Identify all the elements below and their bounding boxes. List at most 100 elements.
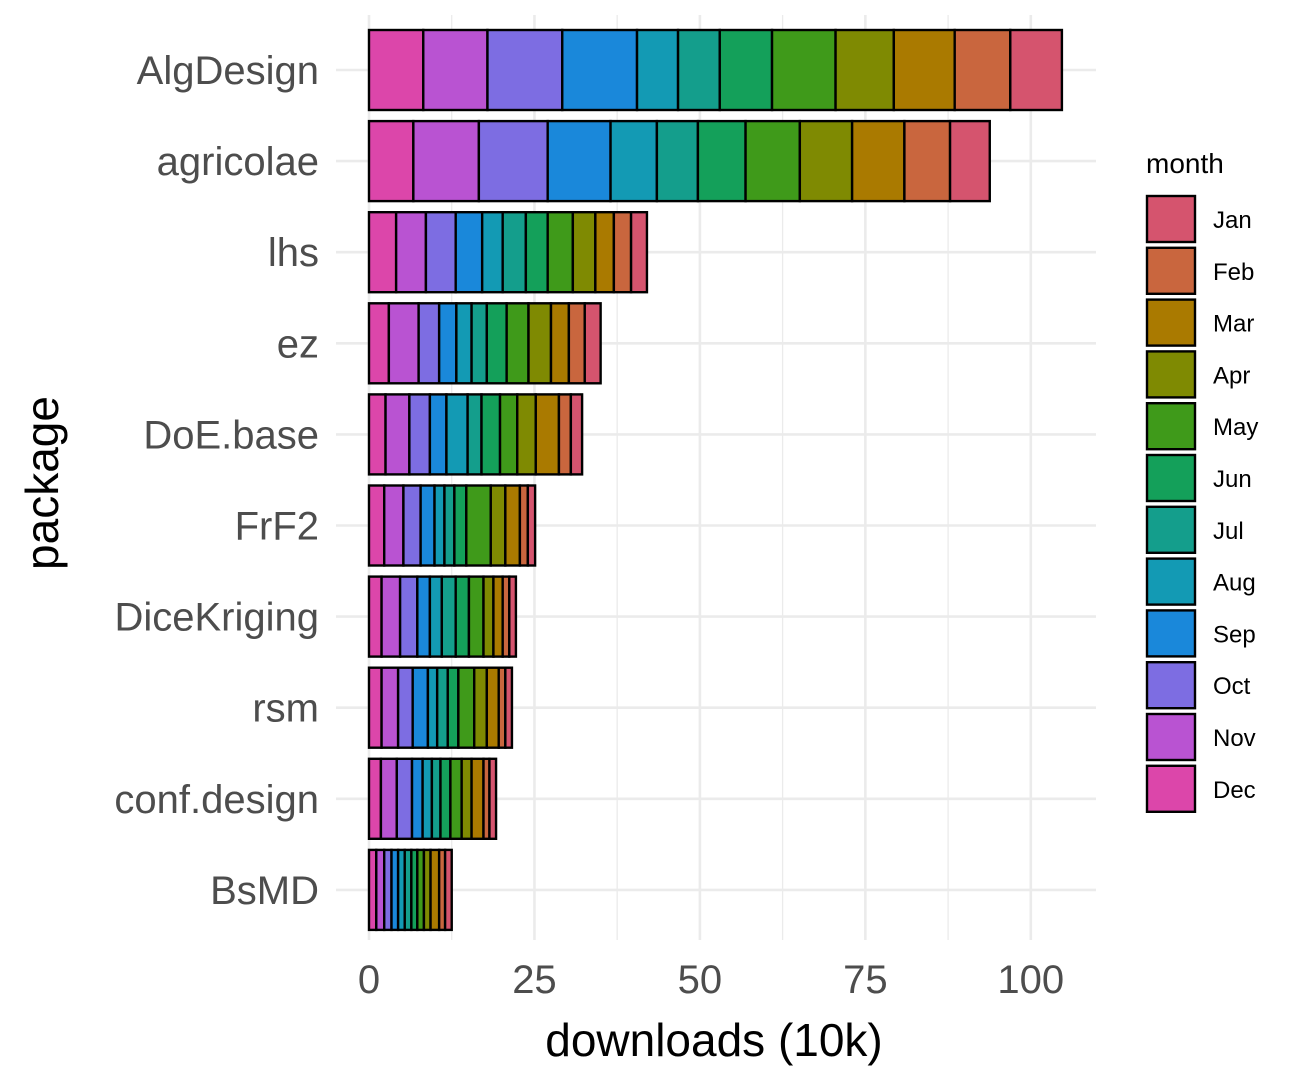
bar-segment-dicekriging-aug bbox=[428, 575, 443, 658]
x-tick-label: 0 bbox=[358, 958, 380, 1002]
legend-label-jan: Jan bbox=[1213, 207, 1252, 234]
bar-segment-dicekriging-dec bbox=[367, 575, 383, 658]
bar-segment-lhs-feb bbox=[612, 210, 633, 294]
bar-segment-conf-design-mar bbox=[470, 757, 485, 840]
bar-segment-agricolae-oct bbox=[477, 119, 549, 203]
y-tick-label: conf.design bbox=[114, 778, 319, 822]
bar-segment-rsm-dec bbox=[367, 666, 383, 749]
bar-segment-ez-dec bbox=[367, 302, 391, 385]
bar-segment-algdesign-oct bbox=[486, 28, 564, 112]
bar-segment-ez-jan bbox=[583, 302, 602, 385]
legend-label-oct: Oct bbox=[1213, 673, 1251, 700]
bar-segment-lhs-jan bbox=[629, 210, 649, 294]
bar-segment-agricolae-mar bbox=[850, 119, 906, 203]
legend-key-dec bbox=[1145, 764, 1197, 813]
bar-segment-doe-base-mar bbox=[534, 393, 561, 476]
x-tick-label: 75 bbox=[843, 958, 888, 1002]
bar-segment-dicekriging-jan bbox=[508, 575, 518, 658]
bar-segment-doe-base-jan bbox=[569, 393, 584, 476]
y-tick-label: BsMD bbox=[210, 869, 319, 913]
x-tick-label: 50 bbox=[678, 958, 723, 1002]
bar-segment-doe-base-aug bbox=[445, 393, 469, 476]
bar-segment-bsmd-mar bbox=[429, 848, 441, 932]
bar-segment-frf2-may bbox=[465, 484, 492, 567]
bar-segment-doe-base-apr bbox=[516, 393, 537, 476]
legend-key-sep bbox=[1145, 609, 1197, 658]
legend-key-apr bbox=[1145, 350, 1197, 399]
bar-segment-conf-design-sep bbox=[410, 757, 424, 840]
bar-segment-conf-design-oct bbox=[395, 757, 414, 840]
bar-segment-algdesign-jul bbox=[676, 28, 721, 112]
y-tick-label: AlgDesign bbox=[137, 49, 319, 93]
bar-segment-doe-base-jul bbox=[466, 393, 483, 476]
legend-key-oct bbox=[1145, 661, 1197, 710]
bar-segment-ez-oct bbox=[417, 302, 441, 385]
bar-segment-algdesign-sep bbox=[561, 28, 639, 112]
legend-label-sep: Sep bbox=[1213, 621, 1256, 648]
x-tick-label: 25 bbox=[512, 958, 557, 1002]
bar-segment-agricolae-may bbox=[744, 119, 802, 203]
legend-key-jul bbox=[1145, 505, 1197, 554]
x-tick-label: 100 bbox=[997, 958, 1064, 1002]
legend-key-nov bbox=[1145, 712, 1197, 762]
x-axis-title: downloads (10k) bbox=[545, 1014, 883, 1066]
y-tick-label: DiceKriging bbox=[114, 596, 319, 640]
bars bbox=[367, 28, 1064, 932]
bar-segment-agricolae-apr bbox=[798, 119, 854, 203]
bar-segment-algdesign-may bbox=[770, 28, 837, 112]
bar-segment-lhs-sep bbox=[454, 210, 484, 294]
bar-segment-lhs-jul bbox=[501, 210, 528, 294]
bar-segment-ez-aug bbox=[455, 302, 473, 385]
bar-segment-ez-jul bbox=[470, 302, 489, 385]
bar-segment-frf2-aug bbox=[433, 484, 446, 567]
bar-segment-frf2-oct bbox=[402, 484, 422, 567]
bar-segment-doe-base-sep bbox=[428, 393, 448, 476]
bar-segment-lhs-aug bbox=[480, 210, 504, 294]
bar-segment-agricolae-aug bbox=[609, 119, 659, 203]
bar-segment-frf2-dec bbox=[367, 484, 386, 567]
bar-segment-lhs-apr bbox=[571, 210, 597, 294]
bar-segment-doe-base-oct bbox=[408, 393, 432, 476]
legend-key-mar bbox=[1145, 298, 1197, 347]
legend-label-aug: Aug bbox=[1213, 570, 1256, 597]
bar-segment-lhs-may bbox=[546, 210, 575, 294]
bar-segment-conf-design-jul bbox=[430, 757, 442, 840]
legend-label-mar: Mar bbox=[1213, 311, 1254, 338]
x-axis-tick-labels: 0 25 50 75 100 bbox=[358, 958, 1064, 1002]
bar-segment-ez-sep bbox=[437, 302, 458, 385]
bar-segment-rsm-may bbox=[457, 666, 476, 749]
bar-segment-agricolae-nov bbox=[412, 119, 481, 203]
bar-segment-rsm-jan bbox=[504, 666, 514, 749]
legend: month Jan Feb Mar Apr May Jun Jul Aug Sep Oct Nov D… bbox=[1145, 148, 1258, 813]
legend-label-apr: Apr bbox=[1213, 362, 1250, 389]
legend-label-jul: Jul bbox=[1213, 518, 1244, 545]
bar-segment-agricolae-dec bbox=[367, 119, 415, 203]
bar-segment-lhs-dec bbox=[367, 210, 398, 294]
bar-segment-doe-base-nov bbox=[384, 393, 411, 476]
bar-segment-agricolae-sep bbox=[546, 119, 612, 203]
bar-segment-conf-design-may bbox=[449, 757, 463, 840]
bar-segment-rsm-apr bbox=[473, 666, 489, 749]
bar-segment-lhs-mar bbox=[594, 210, 616, 294]
bar-segment-rsm-jul bbox=[435, 666, 449, 749]
y-tick-label: DoE.base bbox=[143, 413, 319, 457]
bar-segment-algdesign-dec bbox=[367, 28, 425, 112]
bar-segment-rsm-oct bbox=[396, 666, 414, 749]
bar-segment-ez-feb bbox=[567, 302, 586, 385]
bar-segment-algdesign-jan bbox=[1009, 28, 1064, 112]
bar-segment-dicekriging-nov bbox=[380, 575, 402, 658]
bar-segment-agricolae-jun bbox=[696, 119, 747, 203]
bar-segment-agricolae-feb bbox=[903, 119, 952, 203]
bar-segment-algdesign-mar bbox=[892, 28, 956, 112]
legend-label-feb: Feb bbox=[1213, 259, 1254, 286]
bar-segment-dicekriging-apr bbox=[482, 575, 495, 658]
bar-segment-doe-base-feb bbox=[557, 393, 573, 476]
y-tick-label: FrF2 bbox=[235, 505, 319, 549]
bar-segment-conf-design-apr bbox=[460, 757, 473, 840]
y-axis-title: package bbox=[16, 396, 68, 570]
bar-segment-algdesign-aug bbox=[635, 28, 680, 112]
bar-segment-lhs-oct bbox=[424, 210, 457, 294]
bar-segment-dicekriging-oct bbox=[398, 575, 419, 658]
bar-segment-frf2-nov bbox=[383, 484, 405, 567]
y-axis-tick-labels: AlgDesign agricolae lhs ez DoE.base FrF2 DiceK… bbox=[114, 49, 319, 913]
